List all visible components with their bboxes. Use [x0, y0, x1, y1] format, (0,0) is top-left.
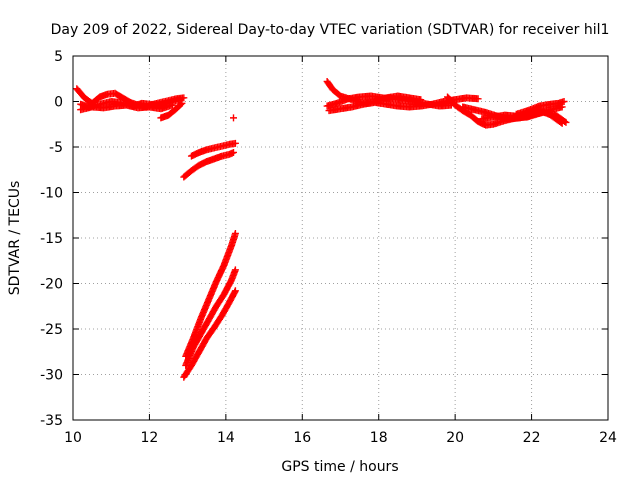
series-arc-6 [187, 139, 239, 160]
data-point [178, 99, 186, 107]
data-point [231, 139, 239, 147]
y-tick-label: -10 [40, 186, 63, 202]
x-tick-labels: 10 12 14 16 18 20 22 24 [64, 430, 617, 446]
x-tick-label: 10 [64, 430, 82, 446]
data-point [417, 96, 425, 104]
chart-title: Day 209 of 2022, Sidereal Day-to-day VTE… [51, 22, 610, 38]
x-tick-label: 12 [141, 430, 159, 446]
x-tick-label: 22 [523, 430, 541, 446]
y-tick-label: 0 [54, 95, 63, 111]
series-arc-14 [444, 93, 566, 129]
data-point [231, 288, 239, 296]
y-tick-labels: 5 0 -5 -10 -15 -20 -25 -30 -35 [40, 49, 63, 429]
y-tick-label: -5 [49, 140, 63, 156]
series-arc-4 [157, 99, 186, 122]
data-point [474, 95, 482, 103]
data-point [560, 98, 568, 105]
y-tick-label: -20 [40, 277, 63, 293]
y-tick-label: 5 [54, 49, 63, 65]
series-arc-17 [478, 106, 566, 127]
series-arc-8 [182, 229, 239, 360]
data-point [230, 148, 237, 156]
series-arc-10 [182, 266, 239, 369]
data-point [231, 229, 239, 237]
data-point [231, 266, 239, 274]
y-tick-label: -15 [40, 231, 63, 247]
x-tick-label: 14 [217, 430, 235, 446]
data-point [168, 101, 176, 109]
data-point [230, 114, 237, 122]
series-arc-9 [180, 287, 239, 381]
x-tick-label: 20 [446, 430, 464, 446]
x-tick-label: 18 [370, 430, 388, 446]
data-point [231, 287, 239, 295]
y-tick-label: -25 [40, 322, 63, 338]
series-arc-5 [180, 148, 237, 181]
data-point [180, 94, 188, 102]
data-point [557, 118, 565, 126]
data-points-layer [73, 77, 570, 381]
y-tick-label: -30 [40, 368, 63, 384]
y-tick-label: -35 [40, 413, 63, 429]
y-axis-label: SDTVAR / TECUs [7, 181, 23, 296]
ticks-layer [72, 55, 609, 421]
x-axis-label: GPS time / hours [281, 459, 398, 475]
data-point [177, 100, 185, 108]
series-arc-12 [323, 77, 425, 107]
series-arc-3 [77, 101, 176, 114]
series-arc-7 [230, 114, 237, 122]
x-tick-label: 16 [293, 430, 311, 446]
data-point [558, 119, 566, 127]
x-tick-label: 24 [599, 430, 617, 446]
